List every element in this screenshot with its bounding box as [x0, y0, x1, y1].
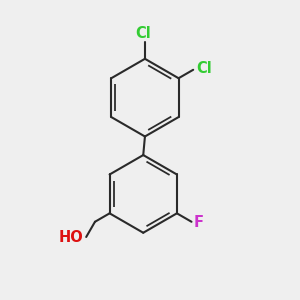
Text: HO: HO: [59, 230, 83, 245]
Text: Cl: Cl: [196, 61, 212, 76]
Text: F: F: [194, 215, 204, 230]
Text: Cl: Cl: [135, 26, 151, 40]
